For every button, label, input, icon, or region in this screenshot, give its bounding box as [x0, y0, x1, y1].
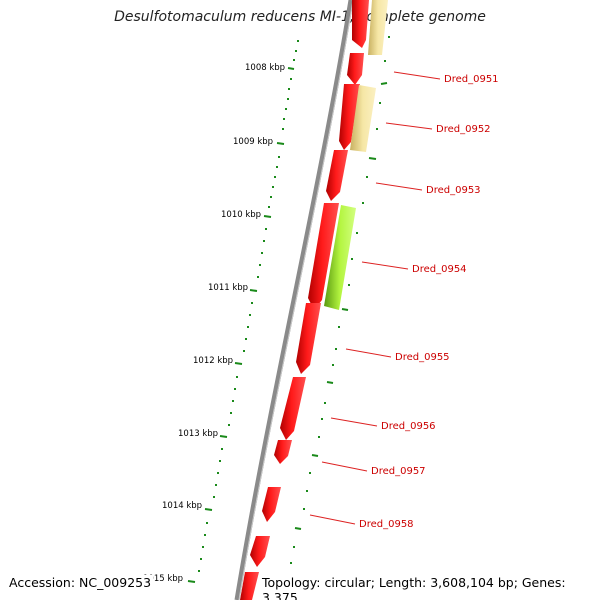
tick-major — [263, 215, 272, 218]
accession-text: Accession: NC_009253 — [9, 575, 154, 590]
cds-feature — [339, 84, 360, 150]
tick-major — [204, 508, 213, 511]
leader-line — [385, 122, 433, 130]
scale-label: 1014 kbp — [162, 501, 202, 511]
gene-labels: Dred_0951 Dred_0952 Dred_0953 Dred_0954 … — [359, 74, 499, 530]
gene-label[interactable]: Dred_0955 — [395, 352, 450, 363]
cds-feature — [296, 303, 321, 374]
cds-track-strand-1 — [240, 0, 369, 600]
cds-feature — [308, 203, 339, 310]
tick-dash — [341, 308, 349, 311]
leader-line — [345, 348, 392, 358]
cds-feature — [352, 0, 369, 48]
scale-track-ticks — [187, 40, 299, 583]
leader-line — [375, 182, 423, 191]
tick-dash — [368, 157, 377, 160]
leader-line — [361, 261, 409, 270]
cds-feature — [347, 53, 364, 85]
leader-line — [393, 71, 441, 80]
tick-dash — [294, 527, 302, 530]
cds-feature — [240, 572, 259, 600]
tick-major — [276, 142, 285, 145]
map-title: Desulfotomaculum reducens MI-1, complete… — [114, 9, 486, 25]
cds-track-strand-2 — [324, 0, 388, 310]
topology-text: Topology: circular; Length: 3,608,104 bp… — [262, 575, 600, 600]
tick-major — [249, 289, 258, 292]
scale-label: 1012 kbp — [193, 356, 233, 366]
tick-dash — [326, 381, 334, 384]
gene-label-leaders — [309, 71, 441, 525]
gene-label[interactable]: Dred_0956 — [381, 421, 436, 432]
tick-dash — [380, 82, 388, 85]
cds-feature — [350, 85, 376, 152]
scale-label: 1011 kbp — [208, 283, 248, 293]
tick-major — [234, 362, 243, 365]
gene-label[interactable]: Dred_0957 — [371, 466, 426, 477]
gene-label[interactable]: Dred_0951 — [444, 74, 499, 85]
cds-feature — [250, 536, 270, 567]
leader-line — [321, 461, 368, 472]
cds-feature — [368, 0, 388, 55]
leader-line — [330, 417, 378, 427]
cds-feature — [280, 377, 306, 440]
gene-label[interactable]: Dred_0953 — [426, 185, 481, 196]
cds-feature — [262, 487, 281, 522]
genome-backbone-highlight — [238, 0, 354, 600]
gene-label[interactable]: Dred_0954 — [412, 264, 467, 275]
tick-dash — [311, 454, 319, 457]
tick-major — [187, 580, 196, 583]
gene-label[interactable]: Dred_0952 — [436, 124, 491, 135]
outer-dotted-track — [290, 36, 390, 564]
tick-major — [287, 67, 295, 70]
scale-label: 1008 kbp — [245, 63, 285, 73]
leader-line — [309, 514, 356, 525]
scale-label: 1009 kbp — [233, 137, 273, 147]
cds-feature — [324, 205, 356, 310]
gene-label[interactable]: Dred_0958 — [359, 519, 414, 530]
tick-major — [219, 435, 228, 438]
cds-feature — [274, 440, 292, 464]
scale-label: 1013 kbp — [178, 429, 218, 439]
scale-labels: 1008 kbp 1009 kbp 1010 kbp 1011 kbp 1012… — [143, 63, 285, 584]
scale-label: 1010 kbp — [221, 210, 261, 220]
genome-backbone — [234, 0, 354, 600]
scale-label: 1015 kbp — [143, 574, 183, 584]
cds-feature — [326, 150, 348, 201]
